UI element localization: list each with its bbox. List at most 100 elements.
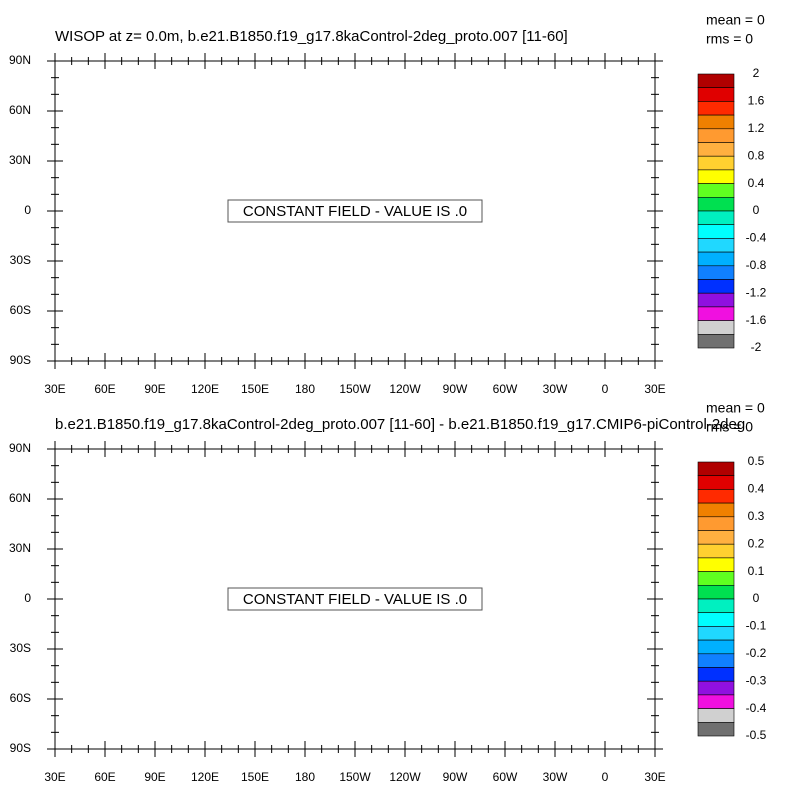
colorbar-box xyxy=(697,155,735,171)
y-tick-label: 90N xyxy=(9,53,31,67)
colorbar-box xyxy=(697,612,735,627)
annotation-box xyxy=(227,587,483,611)
colorbar-box xyxy=(697,87,735,102)
colorbar-box xyxy=(697,571,735,586)
colorbar-label: -1.2 xyxy=(746,285,767,299)
x-tick-label: 60E xyxy=(94,770,115,784)
colorbar-label: 0.2 xyxy=(748,536,765,550)
colorbar-label: -0.5 xyxy=(746,728,767,742)
y-tick-label: 90S xyxy=(10,353,31,367)
x-tick-label: 150E xyxy=(241,382,269,396)
x-tick-label: 180 xyxy=(295,382,315,396)
x-tick-label: 30E xyxy=(44,382,65,396)
x-tick-label: 120W xyxy=(389,770,421,784)
plot-title: WISOP at z= 0.0m, b.e21.B1850.f19_g17.8k… xyxy=(55,28,568,45)
colorbar-box xyxy=(697,197,735,212)
x-tick-label: 0 xyxy=(602,382,609,396)
colorbar-box xyxy=(697,101,735,116)
colorbar-label: 0.4 xyxy=(748,176,765,190)
annotation: CONSTANT FIELD - VALUE IS .0 xyxy=(243,203,467,220)
plot-title: b.e21.B1850.f19_g17.8kaControl-2deg_prot… xyxy=(55,416,745,433)
colorbar-box xyxy=(697,516,735,531)
colorbar-label: 0.5 xyxy=(748,454,765,468)
colorbar-box xyxy=(697,557,735,572)
y-tick-label: 30S xyxy=(10,641,31,655)
colorbar-box xyxy=(697,128,735,143)
colorbar-label: -2 xyxy=(751,340,762,354)
x-tick-label: 60W xyxy=(493,382,518,396)
x-tick-label: 90E xyxy=(144,770,165,784)
x-tick-label: 180 xyxy=(295,770,315,784)
colorbar-box xyxy=(697,210,735,225)
x-tick-label: 60E xyxy=(94,382,115,396)
statistic: mean = 0 xyxy=(706,400,765,416)
colorbar-box xyxy=(697,489,735,504)
annotation: CONSTANT FIELD - VALUE IS .0 xyxy=(243,591,467,608)
colorbar-box xyxy=(697,73,735,88)
colorbar-label: 1.6 xyxy=(748,94,765,108)
colorbar-label: 0 xyxy=(753,203,760,217)
colorbar-label: 0.3 xyxy=(748,509,765,523)
x-tick-label: 90E xyxy=(144,382,165,396)
colorbar-label: 0.4 xyxy=(748,482,765,496)
colorbar-box xyxy=(697,114,735,130)
y-tick-label: 30N xyxy=(9,541,31,555)
x-tick-label: 150E xyxy=(241,770,269,784)
annotation-box xyxy=(227,199,483,223)
colorbar-label: 0.1 xyxy=(748,564,765,578)
y-tick-label: 0 xyxy=(24,591,31,605)
x-tick-label: 0 xyxy=(602,770,609,784)
x-tick-label: 30E xyxy=(644,382,665,396)
colorbar-box xyxy=(697,694,735,709)
colorbar-box xyxy=(697,169,735,184)
colorbar-label: -0.4 xyxy=(746,701,767,715)
colorbar-box xyxy=(697,530,735,545)
x-tick-label: 120E xyxy=(191,770,219,784)
x-tick-label: 120W xyxy=(389,382,421,396)
colorbar-box xyxy=(697,584,735,600)
colorbar-label: 0.8 xyxy=(748,148,765,162)
colorbar-box xyxy=(697,721,735,737)
colorbar-box xyxy=(697,279,735,294)
y-tick-label: 30N xyxy=(9,153,31,167)
y-tick-label: 60N xyxy=(9,103,31,117)
statistic: rms = 0 xyxy=(706,419,753,435)
colorbar-box xyxy=(697,708,735,723)
colorbar-box xyxy=(697,306,735,321)
y-tick-label: 90N xyxy=(9,441,31,455)
colorbar-label: -0.2 xyxy=(746,646,767,660)
y-tick-label: 60S xyxy=(10,303,31,317)
x-tick-label: 150W xyxy=(339,382,371,396)
x-tick-label: 120E xyxy=(191,382,219,396)
statistic: mean = 0 xyxy=(706,12,765,28)
x-tick-label: 60W xyxy=(493,770,518,784)
colorbar-box xyxy=(697,680,735,696)
colorbar-label: -0.8 xyxy=(746,258,767,272)
colorbar-box xyxy=(697,320,735,335)
colorbar-box xyxy=(697,238,735,253)
x-tick-label: 30E xyxy=(644,770,665,784)
colorbar-box xyxy=(697,475,735,490)
colorbar-box xyxy=(697,667,735,682)
colorbar-box xyxy=(697,639,735,655)
colorbar-box xyxy=(697,653,735,668)
y-tick-label: 0 xyxy=(24,203,31,217)
colorbar-box xyxy=(697,183,735,198)
colorbar-box xyxy=(697,292,735,308)
colorbar-label: 1.2 xyxy=(748,121,765,135)
y-tick-label: 30S xyxy=(10,253,31,267)
x-tick-label: 30W xyxy=(543,382,568,396)
x-tick-label: 150W xyxy=(339,770,371,784)
colorbar-label: 2 xyxy=(753,66,760,80)
x-tick-label: 30W xyxy=(543,770,568,784)
colorbar-box xyxy=(697,461,735,476)
statistic: rms = 0 xyxy=(706,31,753,47)
colorbar-label: -1.6 xyxy=(746,313,767,327)
colorbar-label: -0.1 xyxy=(746,619,767,633)
colorbar-label: 0 xyxy=(753,591,760,605)
y-tick-label: 90S xyxy=(10,741,31,755)
colorbar-box xyxy=(697,502,735,518)
colorbar-box xyxy=(697,543,735,559)
